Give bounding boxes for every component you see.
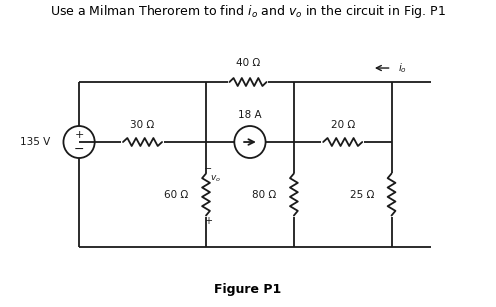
Text: −: − xyxy=(74,142,84,156)
Text: 40 Ω: 40 Ω xyxy=(236,58,260,68)
Text: 80 Ω: 80 Ω xyxy=(252,189,276,200)
Text: 18 A: 18 A xyxy=(238,110,262,120)
Text: 20 Ω: 20 Ω xyxy=(331,120,355,130)
Text: Figure P1: Figure P1 xyxy=(214,282,282,296)
Text: 30 Ω: 30 Ω xyxy=(130,120,155,130)
Text: −: − xyxy=(204,164,212,173)
Text: 25 Ω: 25 Ω xyxy=(350,189,374,200)
Text: Use a Milman Therorem to find $i_o$ and $v_o$ in the circuit in Fig. P1: Use a Milman Therorem to find $i_o$ and … xyxy=(50,2,446,20)
Text: 60 Ω: 60 Ω xyxy=(164,189,188,200)
Text: 135 V: 135 V xyxy=(19,137,50,147)
Text: +: + xyxy=(204,216,212,226)
Text: $i_o$: $i_o$ xyxy=(398,61,407,75)
Text: $v_o$: $v_o$ xyxy=(210,173,221,184)
Text: +: + xyxy=(74,130,84,140)
